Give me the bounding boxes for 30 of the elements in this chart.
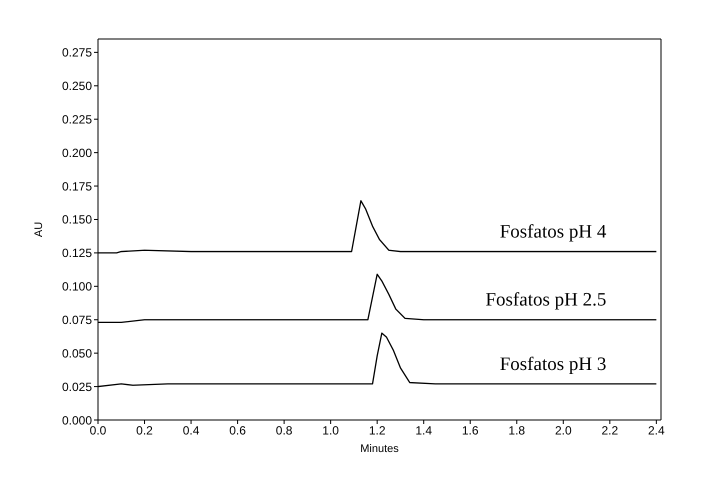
- x-tick-label: 1.4: [415, 424, 432, 438]
- y-tick-label: 0.200: [62, 146, 92, 160]
- y-axis-title: AU: [32, 222, 45, 238]
- x-tick-label: 0.4: [182, 424, 200, 438]
- x-tick-label: 0.8: [276, 424, 293, 438]
- x-axis-title: Minutes: [360, 443, 400, 455]
- y-tick-label: 0.275: [62, 46, 92, 60]
- x-tick-label: 0.6: [229, 424, 246, 438]
- y-tick-label: 0.125: [62, 246, 92, 260]
- series-label: Fosfatos pH 3: [500, 354, 606, 375]
- y-tick-label: 0.025: [62, 380, 92, 394]
- y-tick-label: 0.000: [62, 413, 92, 428]
- y-tick-label: 0.225: [62, 112, 92, 126]
- x-tick-label: 0.2: [136, 424, 154, 438]
- y-tick-label: 0.175: [62, 179, 92, 194]
- x-tick-label: 2.2: [601, 424, 618, 438]
- y-tick-label: 0.150: [62, 212, 92, 227]
- y-tick-label: 0.100: [62, 280, 92, 294]
- x-tick-label: 1.0: [322, 424, 340, 438]
- x-tick-label: 1.8: [508, 424, 526, 438]
- x-tick-label: 1.2: [368, 424, 386, 438]
- y-tick-label: 0.075: [62, 312, 92, 327]
- x-tick-label: 2.0: [554, 424, 572, 438]
- series-label: Fosfatos pH 4: [500, 222, 607, 243]
- series-label: Fosfatos pH 2.5: [485, 290, 606, 311]
- y-tick-label: 0.250: [62, 79, 92, 94]
- x-tick-label: 1.6: [462, 424, 479, 438]
- y-tick-label: 0.050: [62, 346, 92, 360]
- x-tick-label: 2.4: [648, 424, 666, 438]
- x-tick-label: 0.0: [90, 424, 107, 438]
